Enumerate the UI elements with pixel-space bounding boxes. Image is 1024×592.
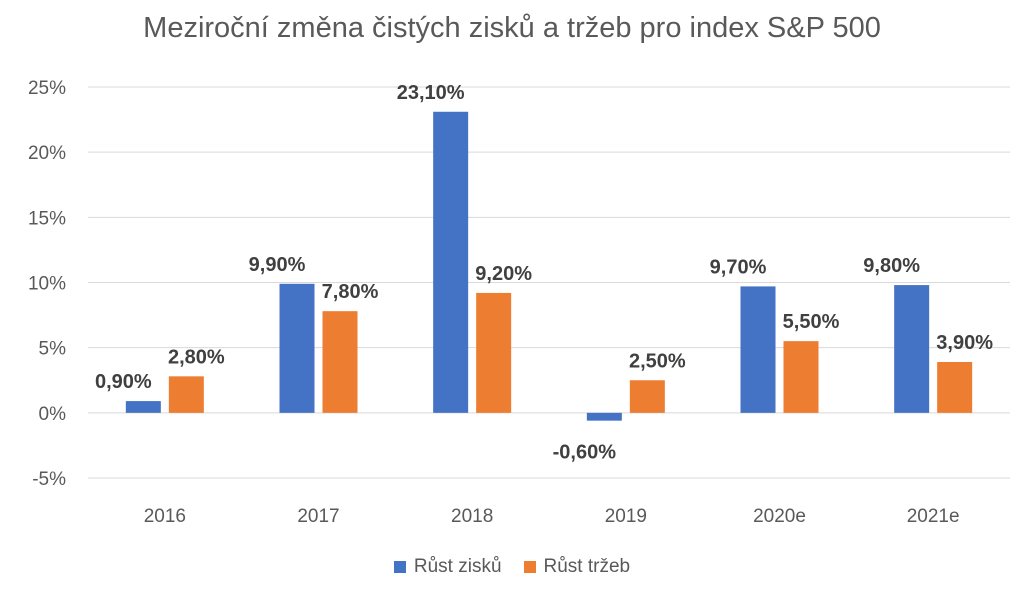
x-tick-label: 2017 [297, 506, 339, 527]
bar-revenue [783, 341, 819, 413]
bar-revenue [168, 376, 204, 413]
bar-profit [894, 285, 930, 413]
data-label-revenue: 5,50% [783, 311, 840, 333]
x-tick-label: 2016 [144, 506, 186, 527]
legend-label-revenue: Růst tržeb [543, 556, 631, 577]
gridlines [88, 86, 1010, 479]
data-labels: 0,90% 9,90% 23,10% -0,60% 9,70% 9,80% 2,80% 7,8… [95, 82, 993, 464]
bar-revenue [476, 292, 512, 413]
y-tick-label: 0% [39, 404, 67, 425]
bar-revenue [937, 362, 973, 413]
bar-revenue [322, 311, 358, 413]
bar-profit [279, 283, 315, 413]
y-tick-label: -5% [32, 469, 66, 490]
bar-profit [586, 412, 622, 421]
y-axis: 25% 20% 15% 10% 5% 0% -5% [28, 78, 66, 490]
x-tick-label: 2021e [907, 506, 960, 527]
data-label-profit: -0,60% [553, 442, 617, 464]
data-label-profit: 9,80% [863, 255, 920, 277]
y-tick-label: 5% [39, 339, 67, 360]
bar-revenue [629, 380, 665, 413]
y-tick-label: 15% [28, 208, 66, 229]
bar-profit [740, 286, 776, 413]
data-label-revenue: 3,90% [936, 332, 993, 354]
y-tick-label: 25% [28, 78, 66, 99]
bar-profit [433, 111, 469, 413]
bars [125, 111, 973, 421]
data-label-revenue: 2,50% [629, 350, 686, 372]
data-label-revenue: 7,80% [322, 281, 379, 303]
x-tick-label: 2018 [451, 506, 493, 527]
chart-title: Meziroční změna čistých zisků a tržeb pr… [143, 12, 881, 44]
legend-item-profit: Růst zisků [393, 556, 502, 578]
y-tick-label: 20% [28, 143, 66, 164]
bar-profit [125, 401, 161, 413]
legend-swatch-profit [393, 561, 406, 573]
x-axis: 2016 2017 2018 2019 2020e 2021e [144, 506, 960, 527]
data-label-profit: 9,70% [710, 256, 767, 278]
y-tick-label: 10% [28, 274, 66, 295]
legend: Růst zisků Růst tržeb [0, 556, 1024, 578]
legend-swatch-revenue [523, 561, 536, 573]
data-label-profit: 23,10% [397, 82, 465, 104]
data-label-revenue: 2,80% [168, 346, 225, 368]
data-label-profit: 0,90% [95, 371, 152, 393]
x-tick-label: 2020e [753, 506, 806, 527]
data-label-revenue: 9,20% [475, 263, 532, 285]
x-tick-label: 2019 [605, 506, 647, 527]
data-label-profit: 9,90% [249, 254, 306, 276]
legend-label-profit: Růst zisků [413, 556, 502, 577]
legend-item-revenue: Růst tržeb [523, 556, 631, 578]
